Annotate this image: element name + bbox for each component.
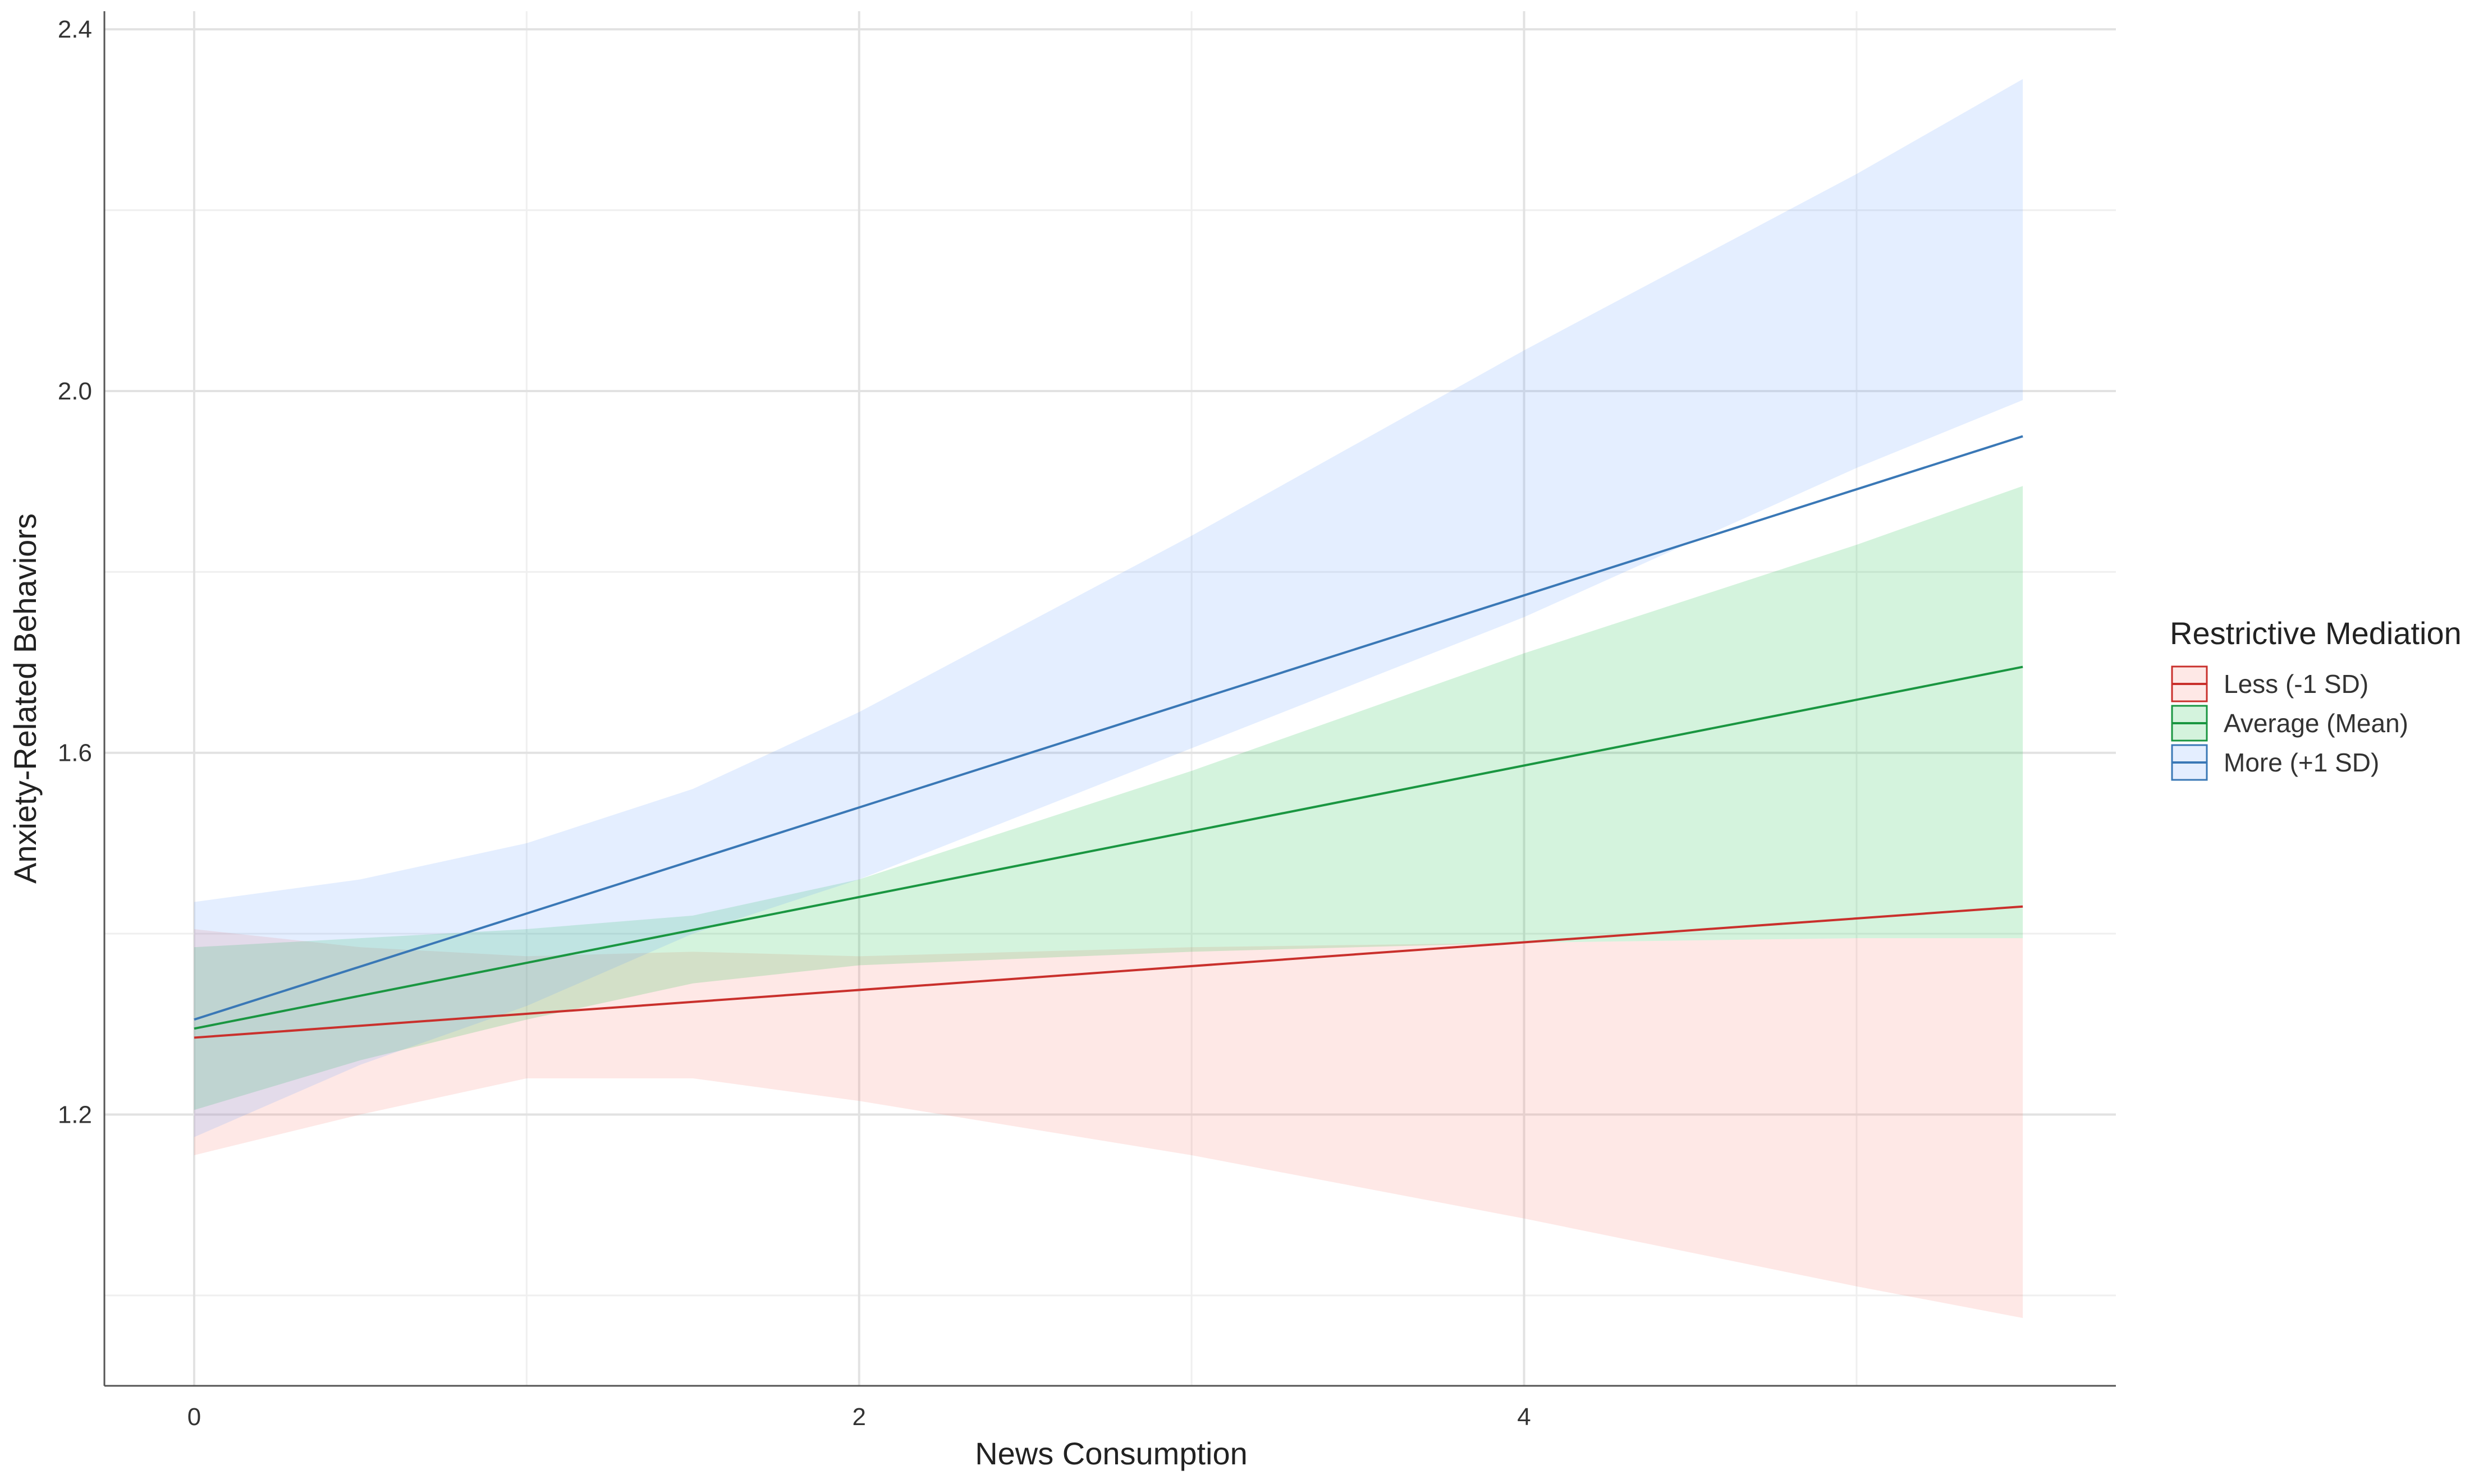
series-line [194,435,2023,1021]
x-axis-title: News Consumption [975,1436,1248,1471]
gridlines [104,11,2116,1386]
series-lines [194,435,2023,1039]
legend-label: Less (-1 SD) [2224,669,2368,699]
x-tick-label: 4 [1517,1403,1531,1431]
legend: Restrictive Mediation Less (-1 SD) Averag… [2170,615,2462,781]
legend-title: Restrictive Mediation [2170,615,2462,651]
series-line [194,665,2023,1030]
legend-label: Average (Mean) [2224,709,2408,738]
x-tick-label: 0 [187,1403,201,1431]
confidence-band [194,486,2023,1110]
confidence-band [194,929,2023,1318]
legend-key [2171,665,2208,702]
series-line [194,905,2023,1039]
x-tick-label: 2 [852,1403,865,1431]
y-axis-title: Anxiety-Related Behaviors [7,513,43,884]
legend-items: Less (-1 SD) Average (Mean) More (+1 SD) [2171,665,2408,781]
y-tick-label: 2.0 [58,378,92,405]
legend-key [2171,705,2208,742]
y-tick-label: 2.4 [58,16,92,43]
y-tick-label: 1.6 [58,739,92,767]
legend-label: More (+1 SD) [2224,748,2379,777]
legend-key [2171,744,2208,781]
y-axis-tick-labels: 1.2 1.6 2.0 2.4 [58,16,92,1128]
x-axis-tick-labels: 0 2 4 [187,1403,1531,1431]
axes [103,11,2116,1387]
y-tick-label: 1.2 [58,1101,92,1128]
